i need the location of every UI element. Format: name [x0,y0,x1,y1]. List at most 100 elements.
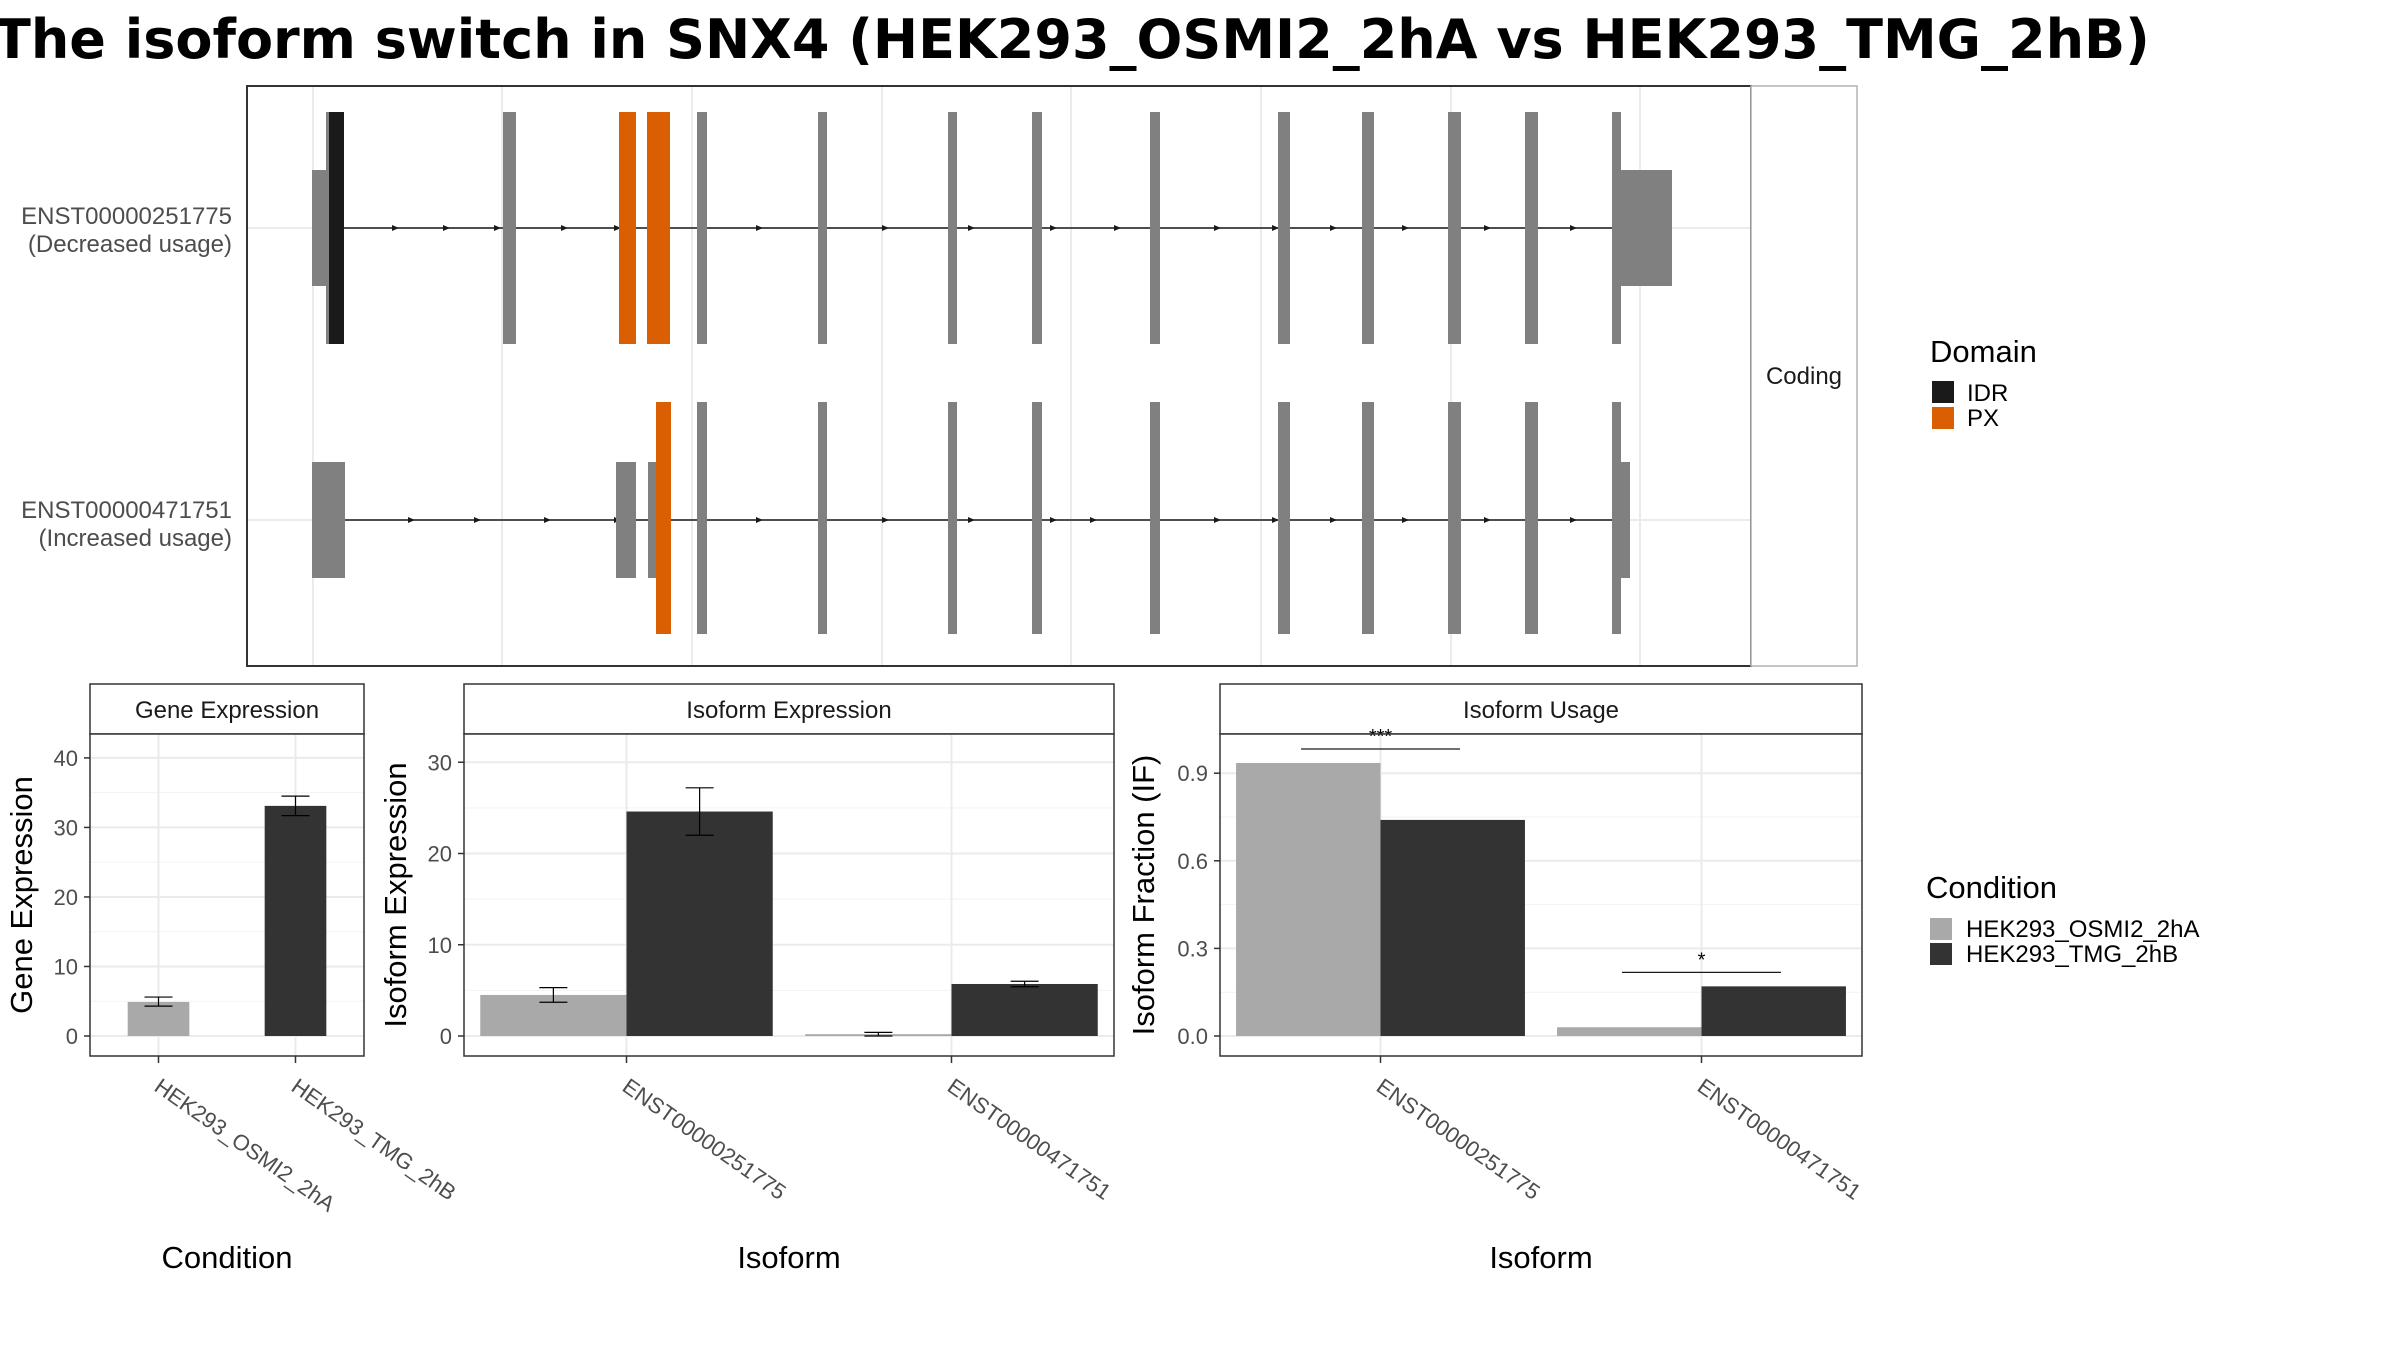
intron-arrow-2-1 [474,517,481,523]
intron-arrow-1-4 [614,225,621,231]
transcript-1-exon-9 [1362,112,1374,344]
transcript-2-id: ENST00000471751 [21,497,232,524]
intron-arrow-1-12 [1330,225,1337,231]
intron-arrow-1-10 [1214,225,1221,231]
intron-arrow-2-7 [1050,517,1057,523]
p3-ytick-label-0: 0.0 [1177,1024,1208,1049]
structure-facet-label: Coding [1766,363,1842,390]
transcript-1-exon-8 [1278,112,1290,344]
transcript-2-exon-2 [648,462,656,578]
transcript-1-exon-0 [312,170,328,286]
isoform-usage-x-ticks: ENST00000251775 ENST00000471751 [1372,1056,1866,1205]
intron-arrow-2-2 [544,517,551,523]
transcript-2-exon-3 [697,402,707,634]
intron-arrow-1-2 [494,225,501,231]
transcript-1-exon-6 [1032,112,1042,344]
p3-ytick-label-1: 0.3 [1177,936,1208,961]
p1-ytick-label-3: 30 [54,815,78,840]
intron-arrow-1-13 [1402,225,1409,231]
p3-bar-osmi2-0 [1236,762,1381,1036]
transcript-1-px-domain-b [647,112,670,344]
legend-label-tmg: HEK293_TMG_2hB [1966,941,2178,968]
isoform-expression-panel: Isoform Expression 0 10 20 30 ENST000002517… [378,683,1116,1275]
legend-key-tmg [1930,943,1952,965]
p2-ytick-label-1: 10 [428,933,452,958]
isoform-usage-panel: Isoform Usage **** 0.00.30.60.9 ENST0000… [1126,683,1866,1275]
intron-arrow-1-15 [1570,225,1577,231]
transcript-1-id: ENST00000251775 [21,203,232,230]
transcript-1-idr-domain [329,112,344,344]
intron-arrow-2-11 [1330,517,1337,523]
transcript-1-exon-3 [697,112,707,344]
transcript-1-exon-2 [503,112,516,344]
p2-ytick-label-3: 30 [428,750,452,775]
p2-xtick-label-0: ENST00000251775 [618,1073,791,1204]
transcript-1-exon-5 [948,112,957,344]
legend-key-idr [1932,381,1954,403]
legend-key-px [1932,407,1954,429]
intron-arrow-1-1 [443,225,450,231]
isoform-expression-y-ticks: 0 10 20 30 [428,750,464,1049]
transcript-2-exon-7 [1150,402,1160,634]
p3-bar-tmg-1 [1701,986,1846,1036]
transcript-2-exon-10 [1448,402,1461,634]
p2-ytick-label-0: 0 [440,1024,452,1049]
isoform-expression-strip-title: Isoform Expression [686,697,891,724]
legend-key-osmi2 [1930,918,1952,940]
p1-bar-1 [264,805,327,1036]
intron-arrow-2-6 [968,517,975,523]
transcript-2-exon-11 [1525,402,1538,634]
intron-arrow-1-5 [756,225,763,231]
domain-legend-title: Domain [1930,334,2037,369]
intron-arrow-1-7 [968,225,975,231]
intron-arrow-2-10 [1272,517,1279,523]
structure-panel: Coding ENST00000251775 (Decreased usage)… [21,85,1858,667]
intron-arrow-2-0 [408,517,415,523]
isoform-expression-y-title: Isoform Expression [378,762,413,1027]
intron-arrow-1-6 [882,225,889,231]
p2-bar-tmg-1 [951,983,1098,1036]
transcript-2-exon-12 [1612,402,1621,634]
isoform-expression-x-ticks: ENST00000251775 ENST00000471751 [618,1056,1116,1205]
p2-xtick-label-1: ENST00000471751 [943,1073,1116,1204]
structure-marks [312,112,1672,634]
domain-legend: Domain IDR PX [1930,334,2037,432]
legend-label-idr: IDR [1967,380,2008,407]
isoform-usage-marks: **** [1236,726,1846,1036]
gene-expression-marks [127,795,327,1036]
transcript-2-exon-1 [616,462,636,578]
intron-arrow-2-4 [756,517,763,523]
p3-xtick-label-1: ENST00000471751 [1693,1073,1866,1204]
p1-ytick-label-1: 10 [54,954,78,979]
isoform-expression-strip [463,683,1115,735]
isoform-expression-x-title: Isoform [737,1240,840,1275]
p3-significance-label-1: * [1698,949,1706,971]
transcript-2-usage: (Increased usage) [39,525,232,552]
transcript-2-px-domain [656,402,671,634]
transcript-1-exon-4 [818,112,827,344]
intron-arrow-2-12 [1402,517,1409,523]
figure-title: The isoform switch in SNX4 (HEK293_OSMI2… [0,8,2150,71]
isoform-usage-y-title: Isoform Fraction (IF) [1126,755,1161,1036]
gene-expression-strip-title: Gene Expression [135,697,319,724]
p1-ytick-label-0: 0 [66,1024,78,1049]
p2-ytick-label-2: 20 [428,842,452,867]
gene-expression-x-title: Condition [162,1240,293,1275]
transcript-2-exon-13 [1618,462,1630,578]
gene-expression-strip [89,683,365,735]
intron-arrow-2-9 [1214,517,1221,523]
transcript-2-exon-5 [948,402,957,634]
structure-panel-border [246,85,1752,667]
legend-label-px: PX [1967,405,1999,432]
p3-ytick-label-2: 0.6 [1177,849,1208,874]
intron-arrow-2-13 [1484,517,1491,523]
transcript-1-exon-10 [1448,112,1461,344]
p1-ytick-label-2: 20 [54,885,78,910]
transcript-2-exon-8 [1278,402,1290,634]
p1-ytick-label-4: 40 [54,746,78,771]
isoform-usage-strip-title: Isoform Usage [1463,697,1619,724]
p3-bar-osmi2-1 [1557,1027,1702,1036]
transcript-1-exon-13 [1618,170,1672,286]
